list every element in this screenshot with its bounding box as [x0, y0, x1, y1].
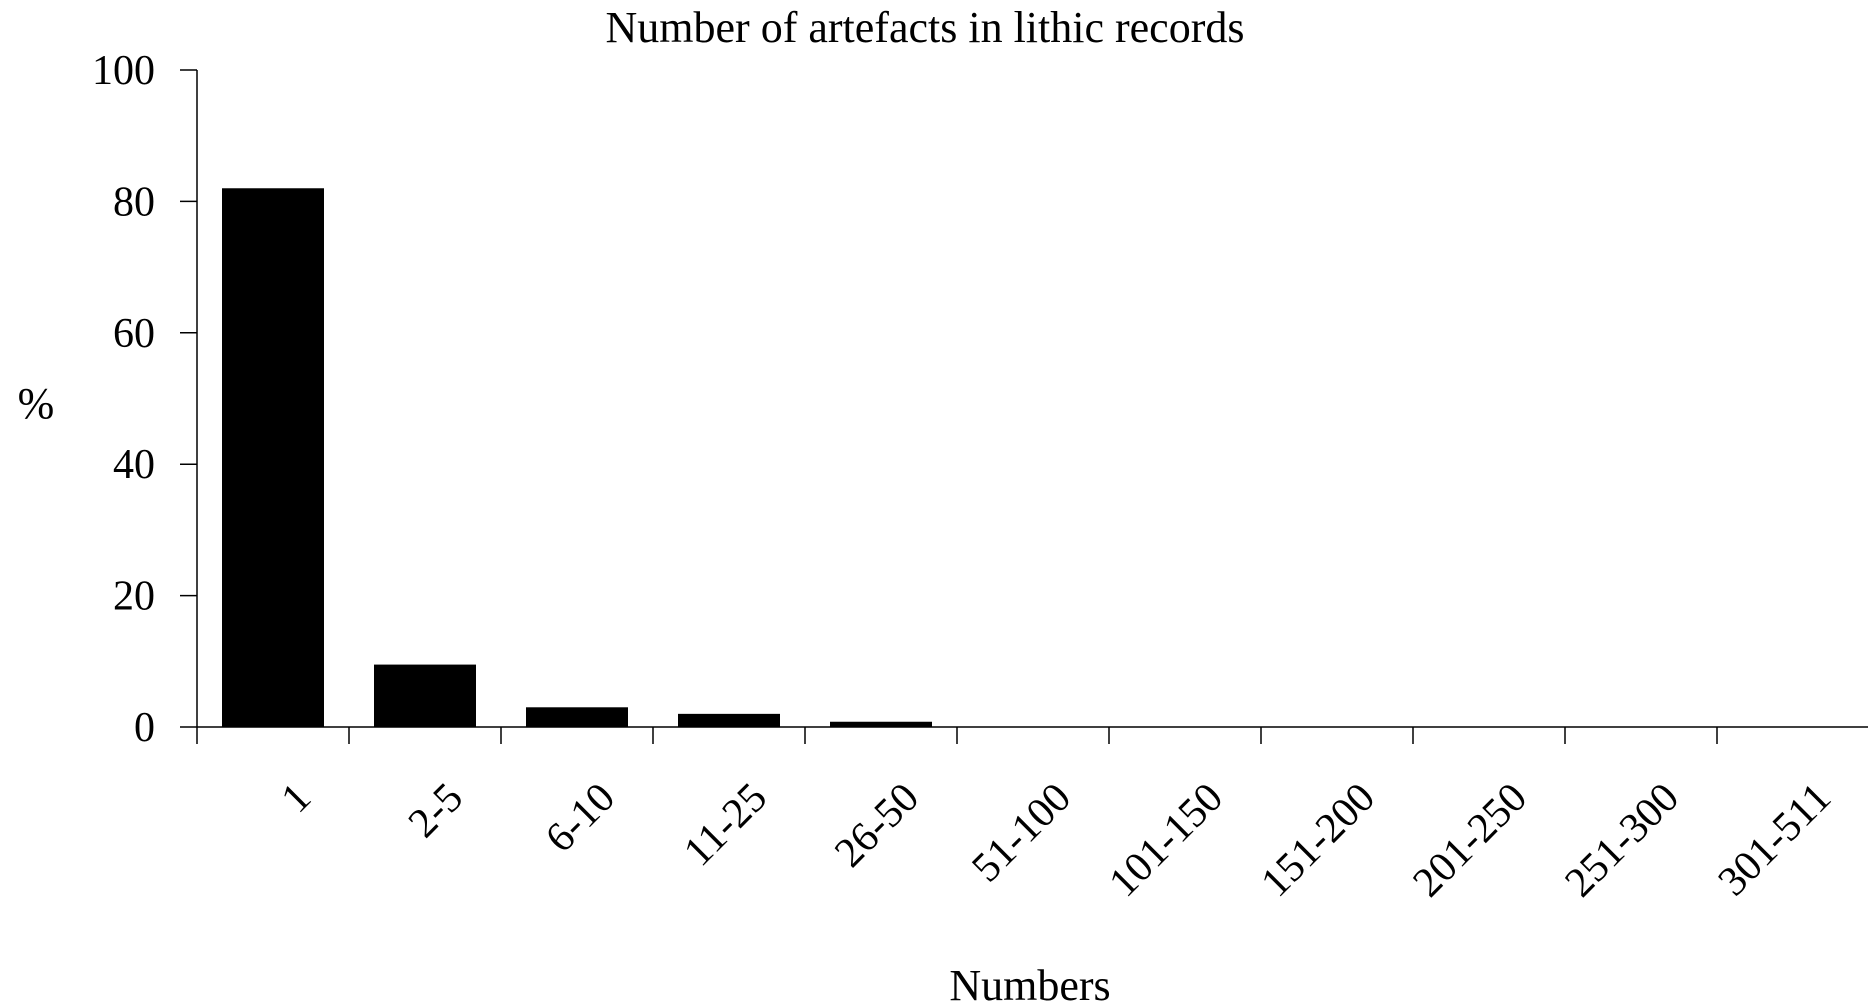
y-tick-label: 60 — [113, 311, 155, 357]
x-tick-label: 201-250 — [1405, 775, 1537, 907]
x-tick-label: 26-50 — [826, 775, 928, 877]
bar-2-5 — [374, 664, 476, 727]
y-tick-label: 0 — [134, 705, 155, 751]
x-tick-label: 251-300 — [1557, 775, 1689, 907]
chart-title: Number of artefacts in lithic records — [606, 3, 1245, 52]
x-tick-label: 151-200 — [1253, 775, 1385, 907]
y-axis-label: % — [18, 379, 55, 428]
plot-area: 0 20 40 60 80 100 1 2-5 6-10 11-25 26-50 51-100 101-… — [92, 48, 1868, 906]
y-tick-label: 100 — [92, 48, 155, 94]
y-tick-label: 20 — [113, 574, 155, 620]
x-axis-label: Numbers — [949, 961, 1110, 1005]
x-tick-label: 51-100 — [963, 775, 1080, 892]
y-tick-label: 40 — [113, 442, 155, 488]
bar-26-50 — [830, 721, 932, 727]
x-tick-label: 2-5 — [400, 775, 472, 847]
x-tick-label: 6-10 — [537, 775, 624, 862]
x-tick-label: 301-511 — [1710, 775, 1840, 905]
bar-1 — [222, 188, 324, 727]
x-tick-label: 101-150 — [1101, 775, 1233, 907]
x-tick-label: 1 — [273, 775, 320, 822]
bar-11-25 — [678, 713, 780, 727]
y-tick-label: 80 — [113, 179, 155, 225]
bar-6-10 — [526, 707, 628, 727]
x-tick-label: 11-25 — [675, 775, 776, 876]
